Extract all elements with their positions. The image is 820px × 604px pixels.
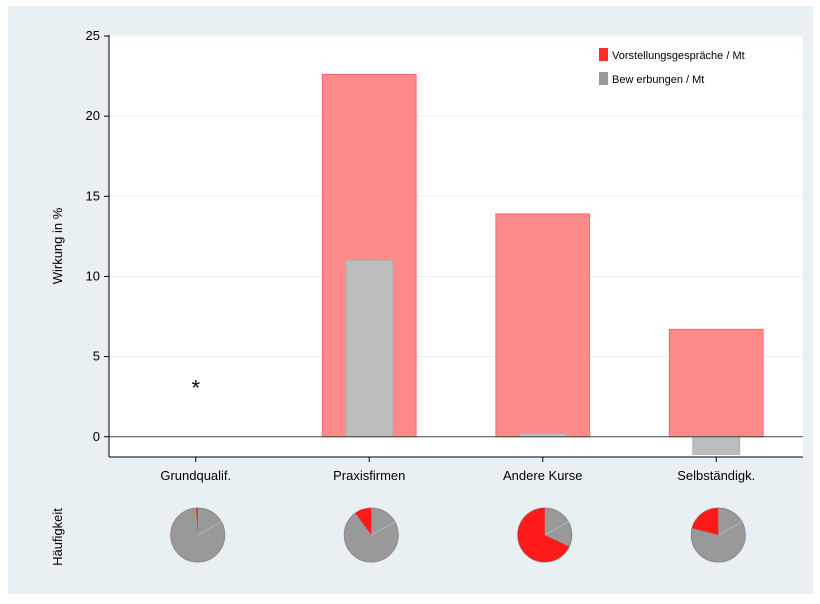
bar (692, 436, 741, 455)
legend: Vorstellungsgespräche / Mt Bew erbungen /… (599, 48, 745, 86)
pie-divider (371, 521, 396, 536)
annotation-asterisk: * (191, 375, 200, 400)
legend-swatch (599, 48, 608, 61)
legend-label: Vorstellungsgespräche / Mt (612, 50, 745, 62)
legend-label: Bew erbungen / Mt (612, 74, 704, 86)
y-tick-label: 25 (86, 28, 100, 43)
y-ticks: 0 5 10 15 20 25 (86, 28, 109, 444)
y-tick-label: 15 (86, 188, 100, 203)
legend-swatch (599, 72, 608, 85)
frequency-pie (170, 507, 226, 563)
frequency-pie (690, 507, 746, 563)
y-axis-label: Wirkung in % (50, 207, 65, 284)
x-tick-label: Selbständigk. (677, 468, 755, 483)
frequency-pie (517, 507, 573, 563)
frequency-pie (343, 507, 399, 563)
bar (668, 328, 764, 438)
y-tick-label: 20 (86, 108, 100, 123)
frequency-label: Häufigkeit (50, 508, 65, 566)
y-tick-label: 5 (93, 349, 100, 364)
x-tick-label: Praxisfirmen (333, 468, 405, 483)
bar (495, 213, 591, 438)
pie-slice-share (355, 508, 372, 535)
y-tick-label: 0 (93, 429, 100, 444)
x-tick-label: Grundqualif. (160, 468, 231, 483)
bar (345, 259, 394, 438)
y-tick-label: 10 (86, 268, 100, 283)
x-tick-label: Andere Kurse (503, 468, 583, 483)
pie-divider (544, 521, 570, 536)
frequency-pies (170, 507, 746, 563)
pie-slice-share (196, 508, 198, 535)
pie-slice-share (517, 508, 570, 563)
pie-divider (197, 521, 223, 536)
pie-divider (718, 521, 743, 536)
annotations: * (191, 375, 200, 400)
pie-slice-share (692, 508, 719, 535)
bars (321, 73, 764, 455)
x-ticks: Grundqualif. Praxisfirmen Andere Kurse Selb… (160, 457, 755, 483)
